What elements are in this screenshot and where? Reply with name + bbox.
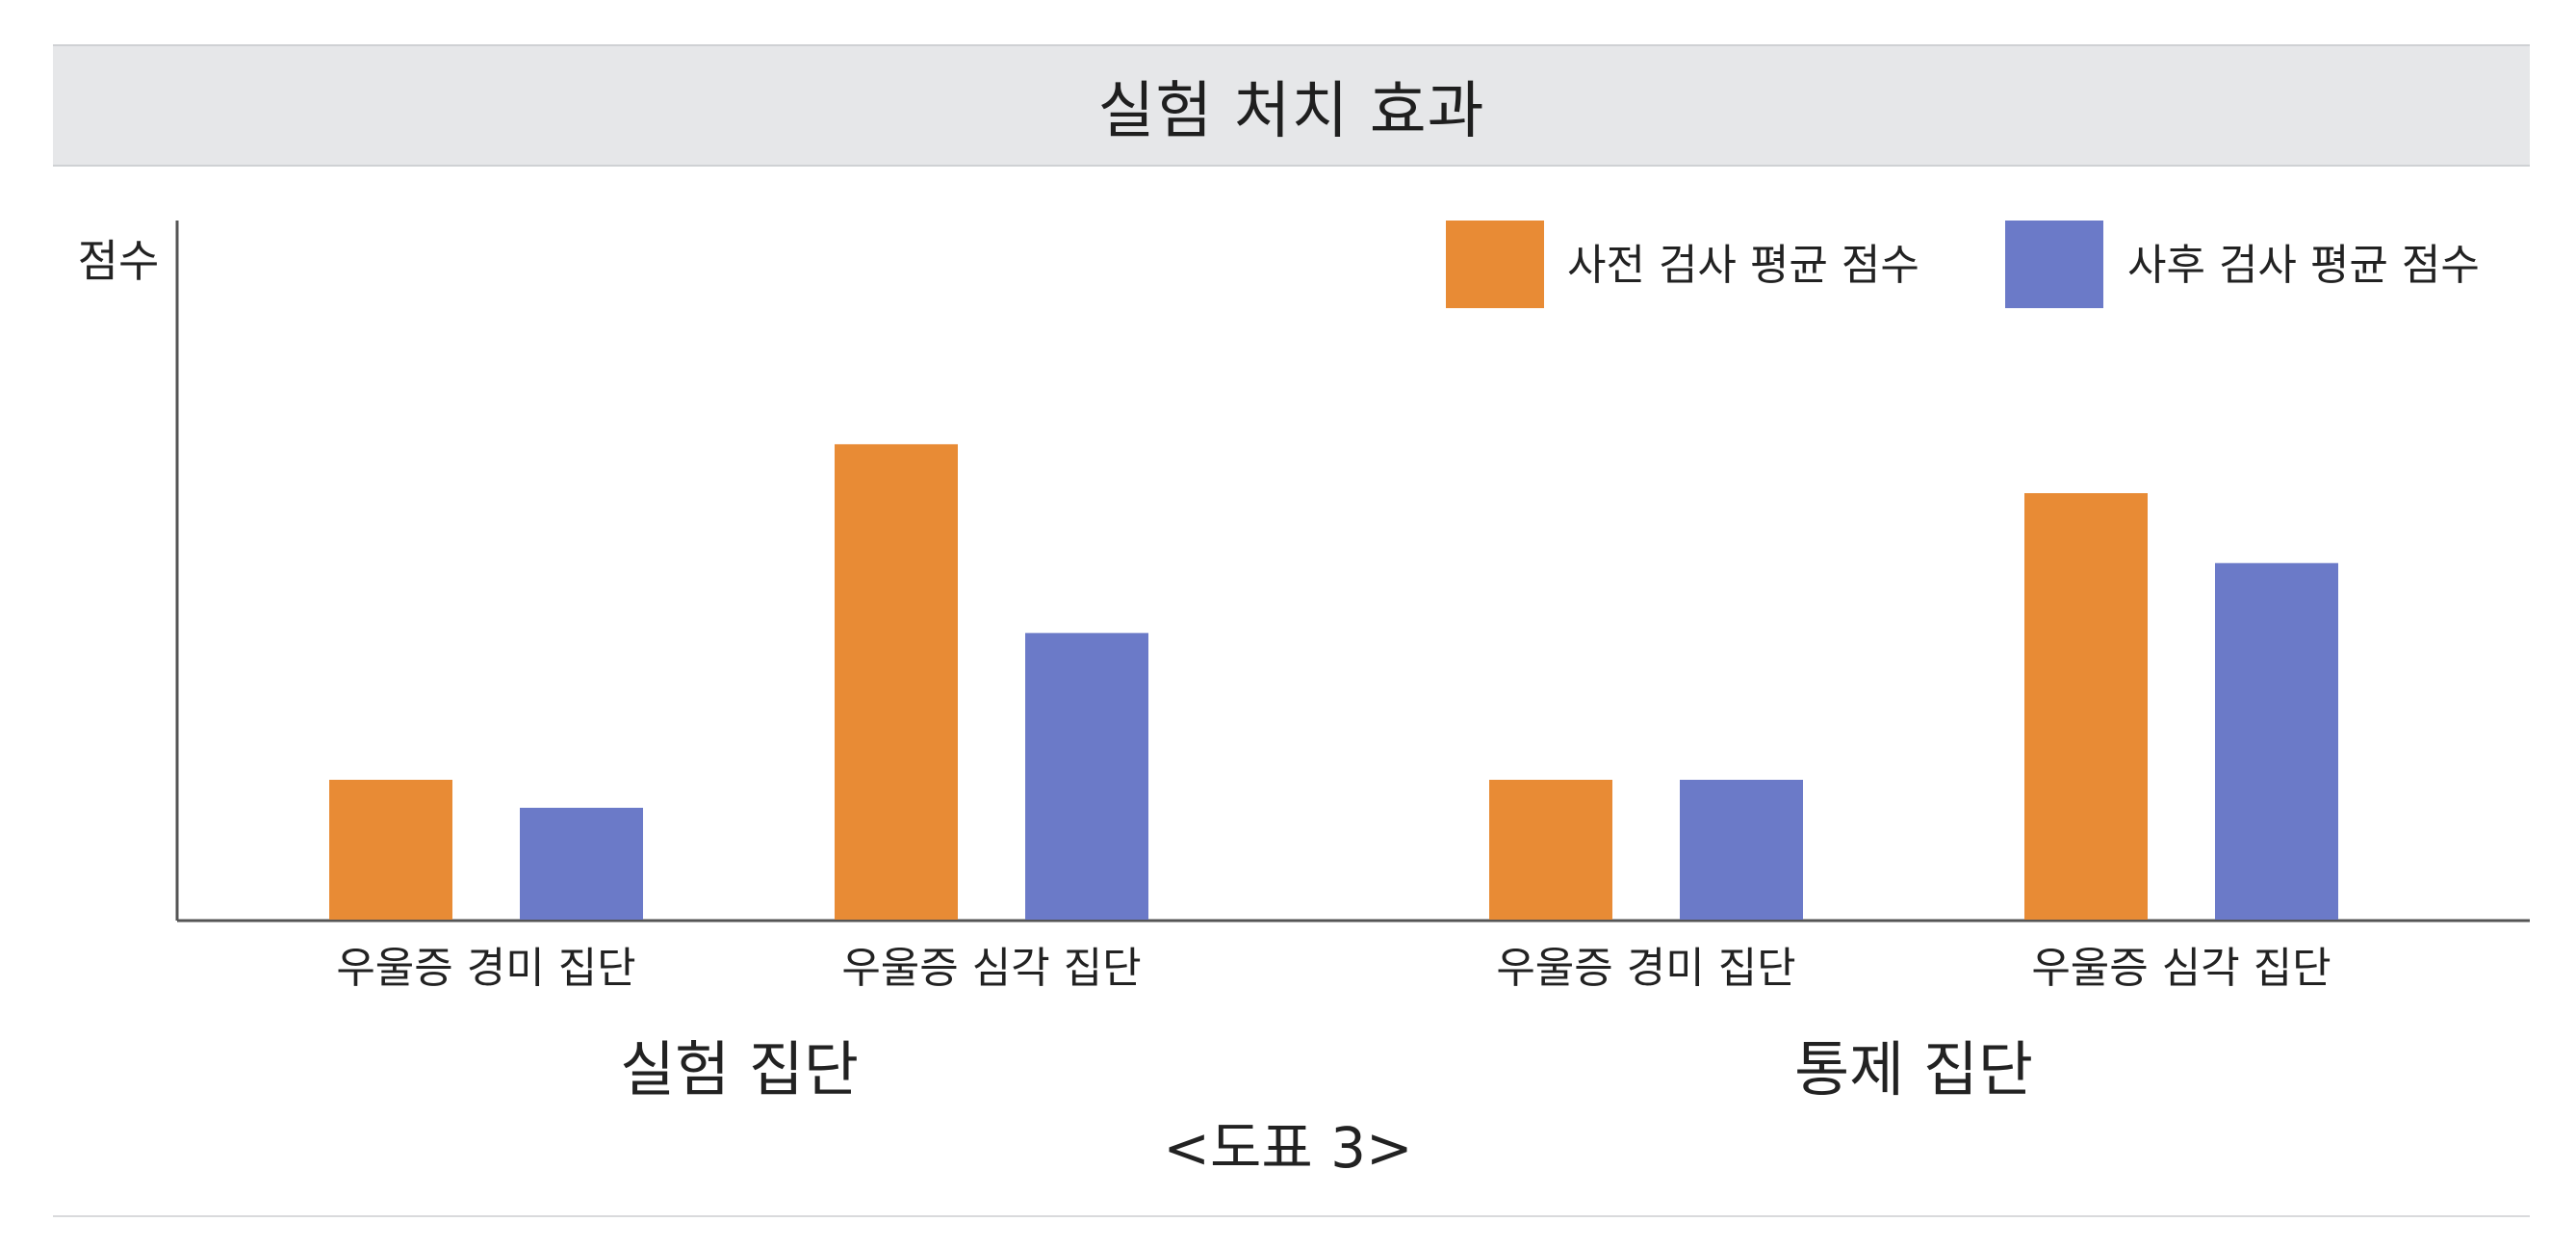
legend: 사전 검사 평균 점수 사후 검사 평균 점수 [1446,221,2480,308]
axes [175,221,2530,923]
bottom-divider [53,1215,2530,1217]
bar-posttest-2 [1025,633,1148,920]
bars [329,444,2338,920]
category-label-1: 우울증 경미 집단 [336,944,635,993]
category-label-3: 우울증 경미 집단 [1496,944,1795,993]
bar-posttest-4 [2215,562,2338,920]
bar-pretest-1 [329,779,452,920]
chart-title-band: 실험 처치 효과 [53,44,2530,167]
group-label-1: 실험 집단 [620,1034,859,1105]
category-label-2: 우울증 심각 집단 [841,944,1141,993]
bar-pretest-2 [835,444,958,920]
bar-pretest-4 [2024,493,2148,920]
figure-caption: <도표 3> [1163,1115,1412,1181]
category-label-4: 우울증 심각 집단 [2031,944,2331,993]
bar-posttest-3 [1680,779,1803,920]
bar-pretest-3 [1489,779,1612,920]
legend-label-2: 사후 검사 평균 점수 [2127,241,2480,290]
y-axis-label: 점수 [78,235,160,287]
group-label-2: 통제 집단 [1794,1034,2033,1105]
legend-swatch-2 [2005,221,2103,308]
chart-title: 실험 처치 효과 [1097,75,1485,147]
category-labels: 우울증 경미 집단 우울증 심각 집단 우울증 경미 집단 우울증 심각 집단 [336,944,2331,993]
bar-posttest-1 [520,807,643,920]
legend-swatch-1 [1446,221,1544,308]
legend-label-1: 사전 검사 평균 점수 [1567,241,1919,290]
group-labels: 실험 집단 통제 집단 [620,1034,2033,1105]
